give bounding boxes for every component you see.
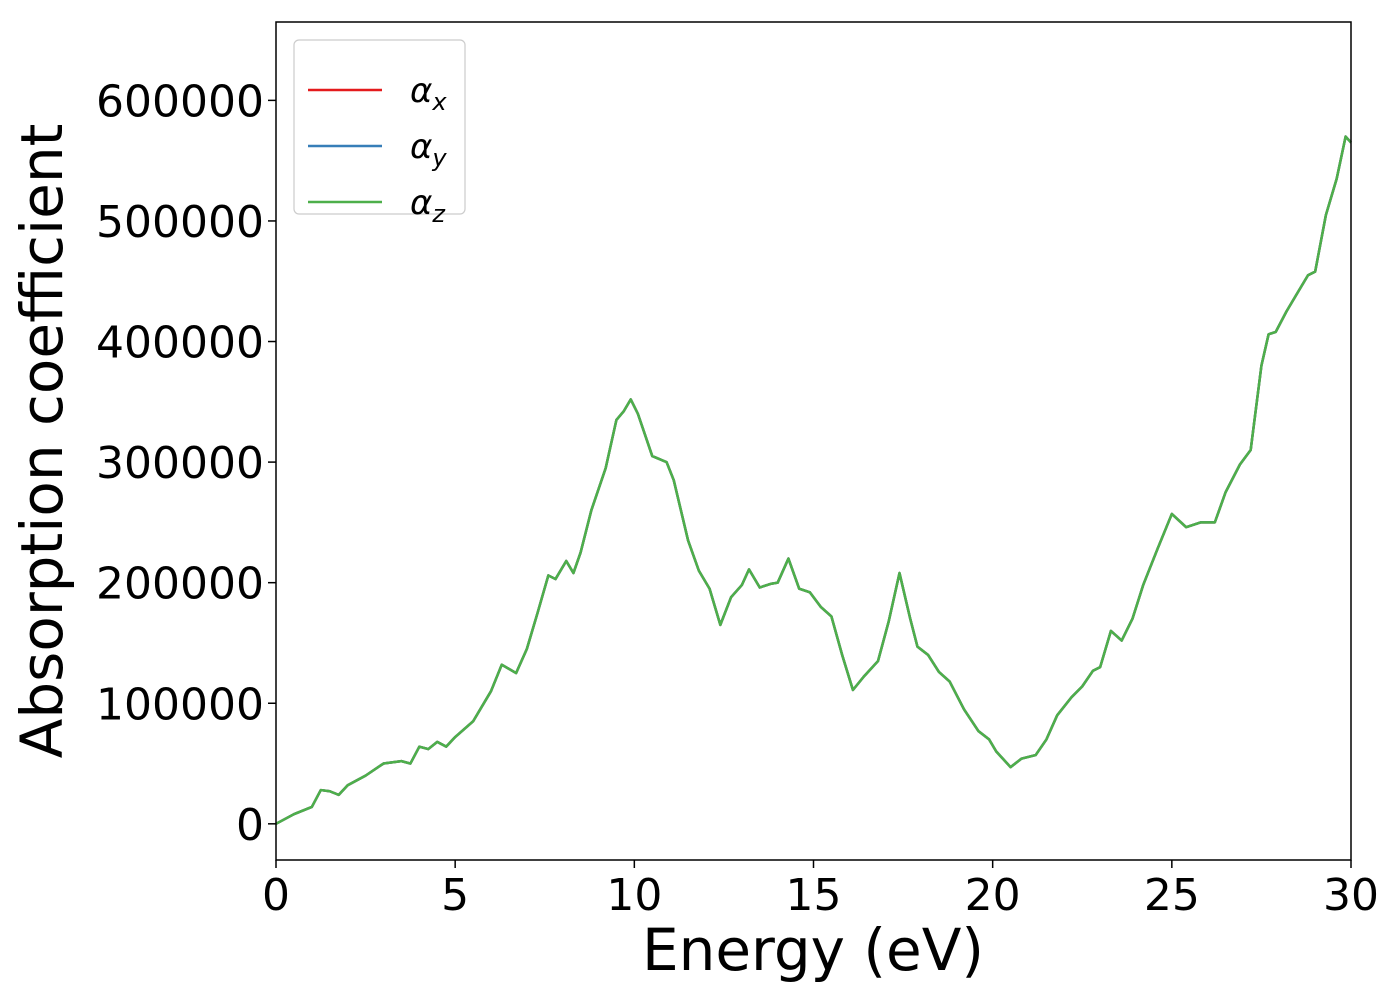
y-tick-label: 200000 bbox=[96, 559, 264, 610]
y-axis-label: Absorption coefficient bbox=[8, 124, 76, 759]
x-tick-label: 5 bbox=[441, 870, 469, 921]
x-tick-label: 20 bbox=[965, 870, 1021, 921]
y-tick-label: 100000 bbox=[96, 679, 264, 730]
y-tick-label: 400000 bbox=[96, 318, 264, 369]
data-line bbox=[275, 135, 1352, 825]
y-tick-label: 500000 bbox=[96, 197, 264, 248]
y-tick-label: 0 bbox=[236, 800, 264, 851]
legend-label: αx bbox=[410, 71, 447, 116]
legend-box bbox=[293, 39, 466, 215]
y-tick-label: 300000 bbox=[96, 438, 264, 489]
x-tick-label: 0 bbox=[262, 870, 290, 921]
legend-label: αy bbox=[410, 127, 447, 172]
x-tick-label: 30 bbox=[1323, 870, 1379, 921]
x-tick-label: 25 bbox=[1144, 870, 1200, 921]
y-tick-label: 600000 bbox=[96, 76, 264, 127]
x-tick-label: 10 bbox=[606, 870, 662, 921]
x-tick-label: 15 bbox=[786, 870, 842, 921]
x-axis-label: Energy (eV) bbox=[642, 916, 984, 984]
legend-label: αz bbox=[410, 183, 446, 228]
plot-frame bbox=[275, 21, 1352, 861]
